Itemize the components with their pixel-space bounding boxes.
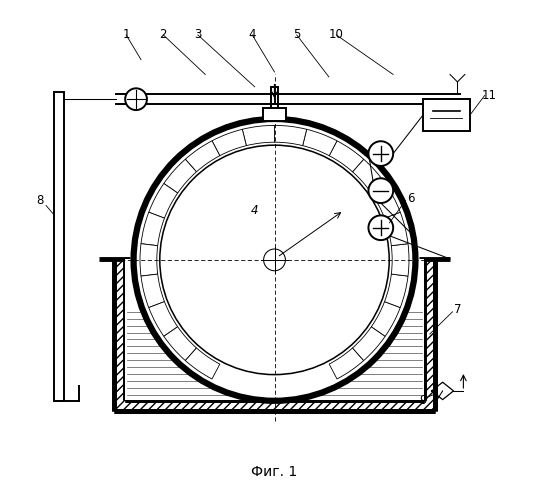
Text: 6: 6 — [407, 192, 414, 204]
Circle shape — [368, 141, 393, 166]
Wedge shape — [164, 159, 197, 193]
Bar — [54, 92, 64, 401]
Wedge shape — [384, 274, 408, 308]
Circle shape — [125, 88, 147, 110]
Text: 5: 5 — [293, 28, 300, 42]
Wedge shape — [149, 302, 178, 336]
Text: 3: 3 — [194, 28, 201, 42]
Circle shape — [368, 178, 393, 203]
Text: 11: 11 — [482, 89, 497, 102]
Text: 7: 7 — [453, 303, 461, 316]
Wedge shape — [391, 244, 409, 276]
Bar — [423, 99, 470, 132]
Circle shape — [133, 119, 416, 401]
Wedge shape — [274, 126, 307, 146]
Text: 8: 8 — [36, 194, 43, 207]
Wedge shape — [329, 348, 363, 379]
Bar — [271, 87, 278, 108]
Wedge shape — [186, 141, 220, 172]
Bar — [114, 259, 125, 410]
Wedge shape — [186, 348, 220, 379]
Wedge shape — [212, 130, 247, 156]
Wedge shape — [242, 126, 274, 146]
Wedge shape — [141, 274, 165, 308]
Bar — [125, 259, 424, 400]
Wedge shape — [384, 212, 408, 246]
Bar — [262, 108, 287, 122]
Wedge shape — [141, 212, 165, 246]
Text: Фиг. 1: Фиг. 1 — [251, 466, 298, 479]
Wedge shape — [329, 141, 363, 172]
Wedge shape — [352, 326, 385, 360]
Text: 4: 4 — [249, 28, 256, 42]
Bar — [125, 400, 424, 410]
Wedge shape — [164, 326, 197, 360]
Wedge shape — [302, 130, 337, 156]
Text: 2: 2 — [160, 28, 167, 42]
Bar — [116, 94, 460, 104]
Text: 4: 4 — [251, 204, 259, 217]
Text: 10: 10 — [329, 28, 344, 42]
Bar — [424, 259, 435, 410]
Text: 9: 9 — [419, 394, 427, 407]
Wedge shape — [352, 159, 385, 193]
Circle shape — [160, 145, 389, 374]
Circle shape — [368, 216, 393, 240]
Wedge shape — [371, 184, 400, 218]
Wedge shape — [371, 302, 400, 336]
Circle shape — [264, 249, 285, 271]
Wedge shape — [149, 184, 178, 218]
Text: 1: 1 — [122, 28, 130, 42]
Wedge shape — [140, 244, 158, 276]
